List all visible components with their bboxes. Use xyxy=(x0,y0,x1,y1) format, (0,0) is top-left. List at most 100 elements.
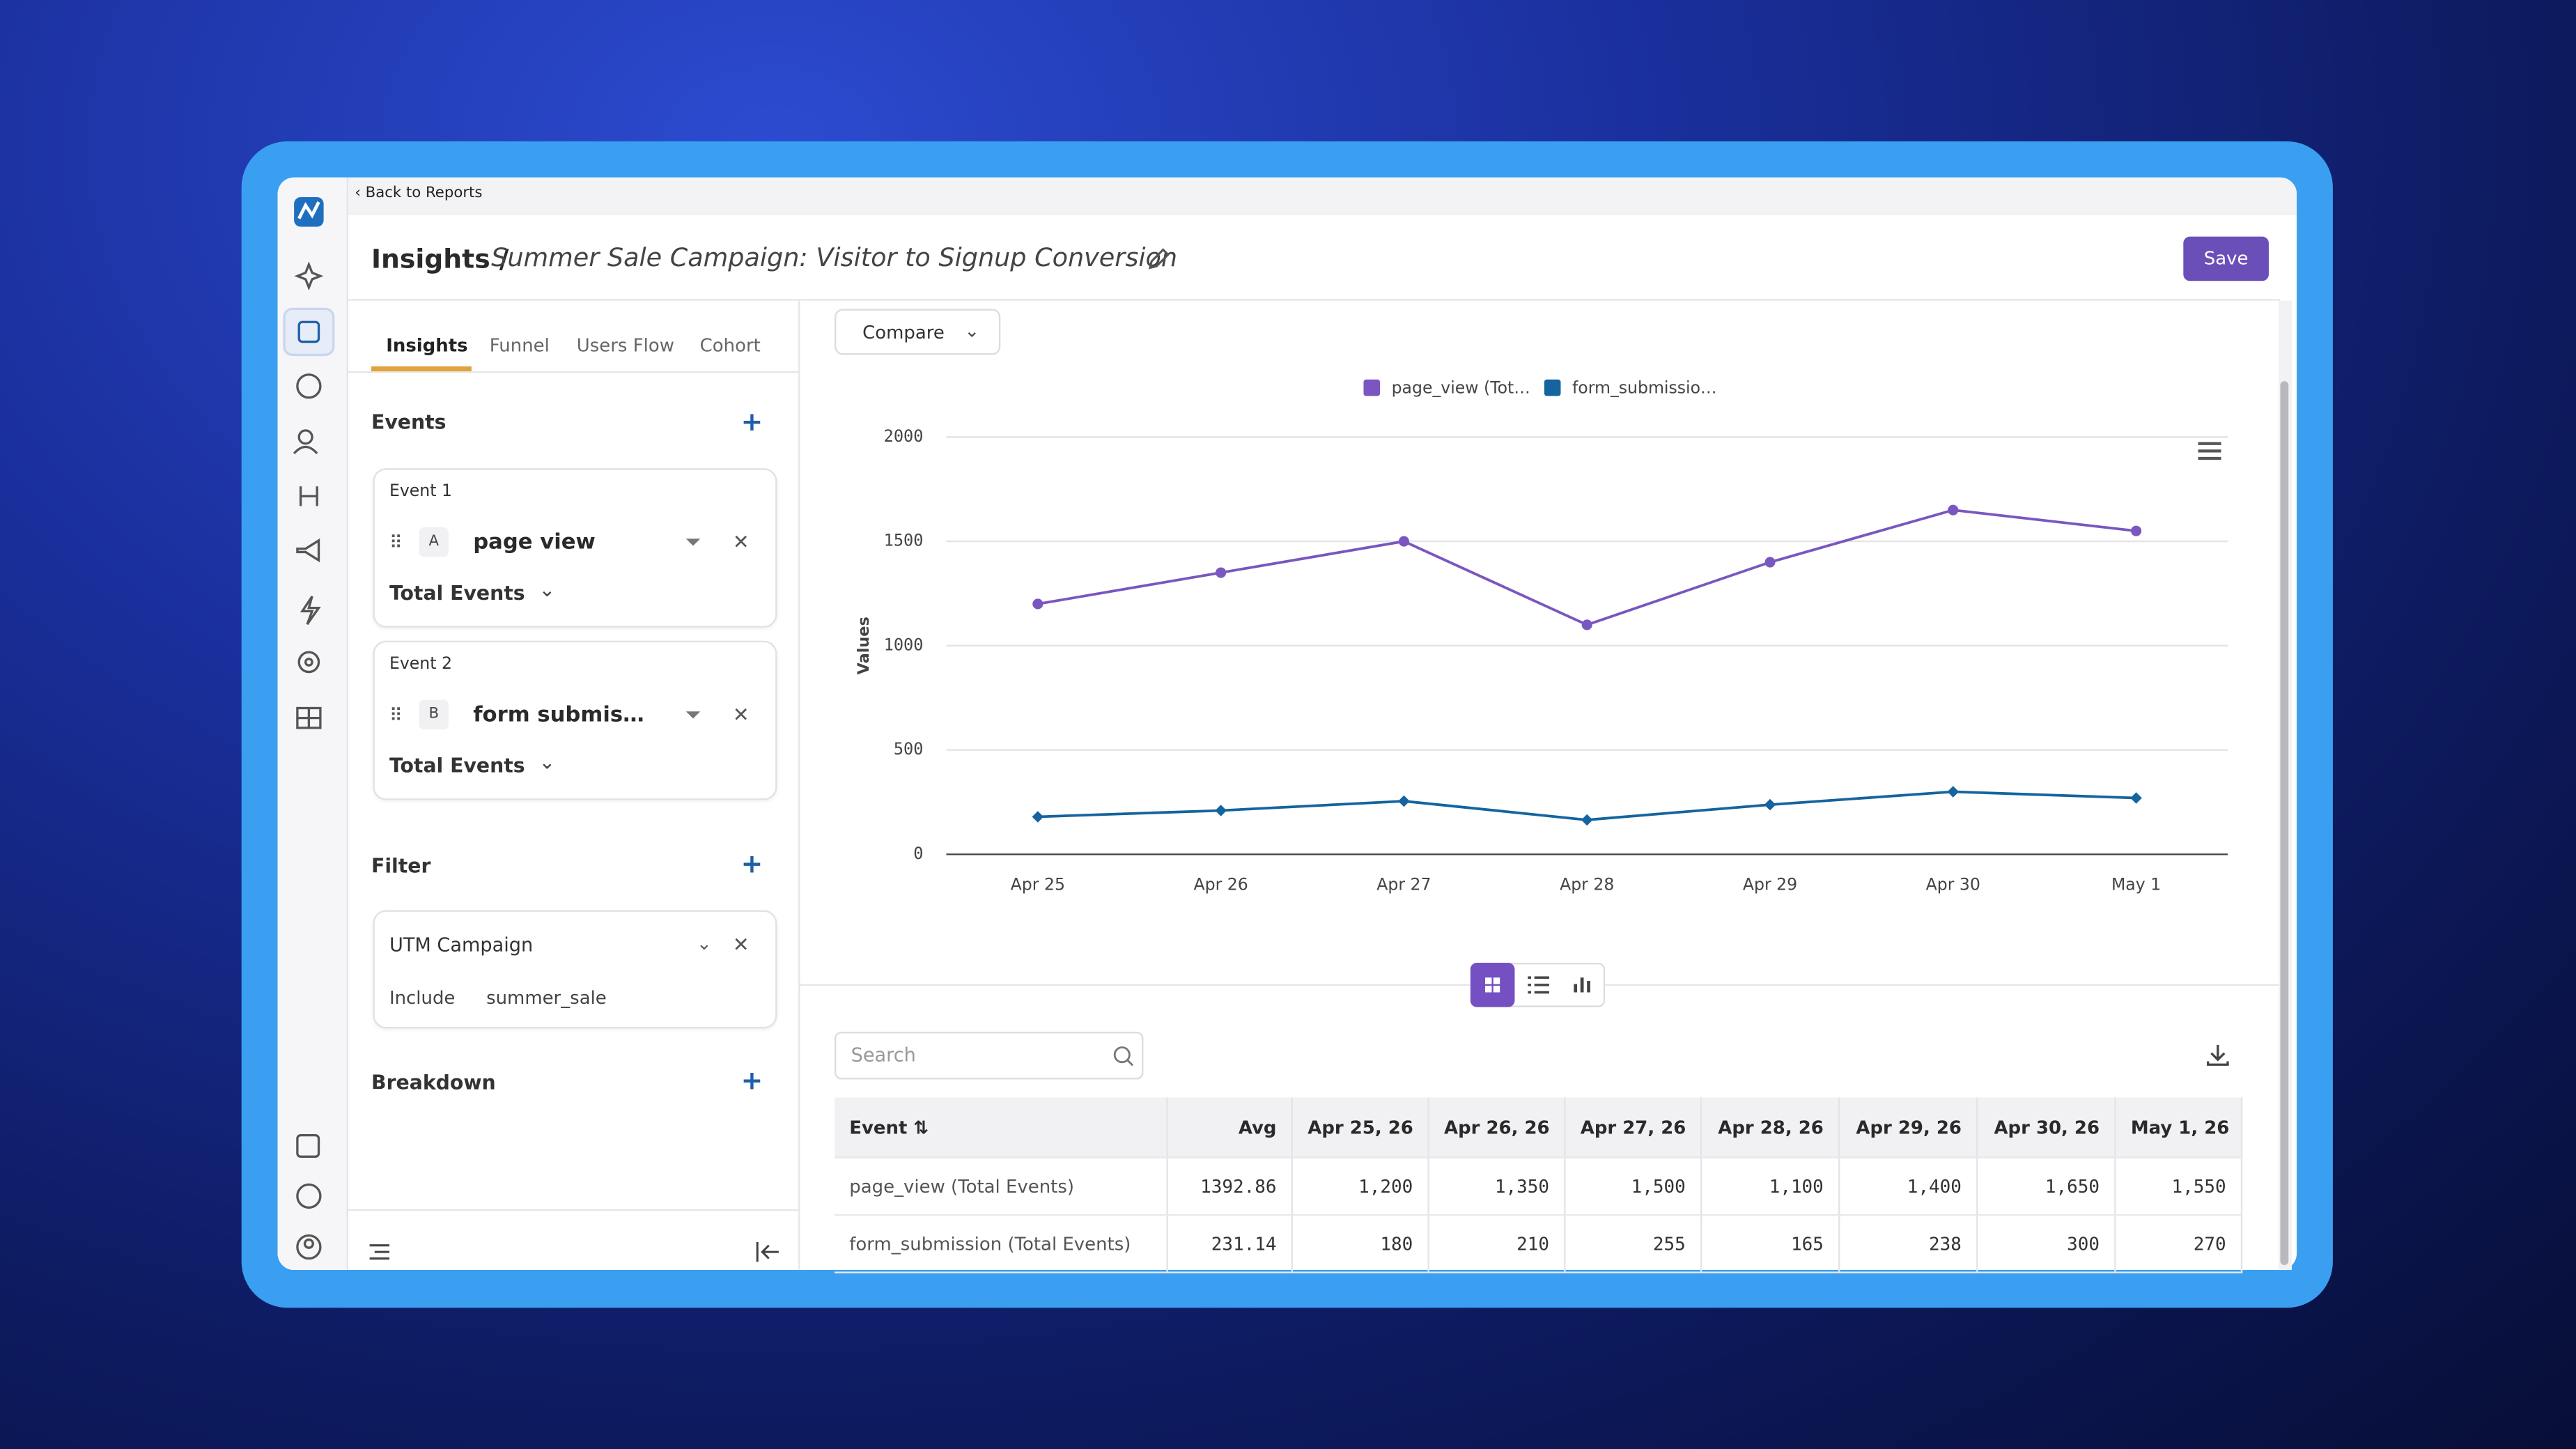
active-tab-underline xyxy=(371,366,472,371)
report-name[interactable]: Summer Sale Campaign: Visitor to Signup … xyxy=(491,243,1178,273)
event-name[interactable]: form submis… xyxy=(473,703,644,728)
sidebar xyxy=(277,177,348,1271)
profile-icon[interactable] xyxy=(296,1234,322,1260)
table-cell: form_submission (Total Events) xyxy=(835,1216,1168,1273)
breakdown-heading: Breakdown xyxy=(371,1071,496,1094)
search-box[interactable] xyxy=(835,1032,1144,1080)
event-filter-icon[interactable]: ⏷ xyxy=(685,703,701,727)
actions-icon[interactable] xyxy=(300,596,321,626)
add-event[interactable]: + xyxy=(740,405,763,437)
table-cell: 1,100 xyxy=(1702,1158,1840,1216)
table-cell: 1,200 xyxy=(1293,1158,1429,1216)
table-header-cell[interactable]: Apr 26, 26 xyxy=(1429,1097,1566,1159)
event-measure[interactable]: Total Events xyxy=(389,754,525,777)
table-cell: 210 xyxy=(1429,1216,1566,1273)
filter-property[interactable]: UTM Campaign xyxy=(389,933,534,956)
scrollbar[interactable] xyxy=(2280,381,2289,1265)
remove-event[interactable]: ✕ xyxy=(732,530,750,554)
chart-view[interactable] xyxy=(1574,977,1590,993)
add-breakdown[interactable]: + xyxy=(740,1064,763,1097)
add-filter[interactable]: + xyxy=(740,847,763,879)
drag-handle[interactable]: ⠿ xyxy=(389,704,403,727)
search-icon xyxy=(1113,1046,1134,1067)
compare-button[interactable] xyxy=(835,309,1001,355)
y-tick-label: 2000 xyxy=(884,426,924,446)
data-point xyxy=(1947,786,1960,798)
data-point xyxy=(2131,525,2142,536)
header-divider xyxy=(348,299,2281,301)
event-label: Event 2 xyxy=(389,656,453,674)
back-link[interactable]: ‹ Back to Reports xyxy=(355,185,483,203)
table-header-cell[interactable]: Apr 28, 26 xyxy=(1702,1097,1840,1159)
table-header-cell[interactable]: Apr 30, 26 xyxy=(1978,1097,2116,1159)
ai-icon[interactable] xyxy=(294,261,324,291)
table-header-cell[interactable]: Apr 27, 26 xyxy=(1565,1097,1702,1159)
external-icon[interactable] xyxy=(296,1134,320,1158)
y-tick-label: 1500 xyxy=(884,531,924,550)
x-tick-label: Apr 27 xyxy=(1376,875,1431,894)
tab-divider xyxy=(348,371,799,373)
revenue-icon[interactable] xyxy=(296,373,322,399)
campaign-icon[interactable] xyxy=(296,538,320,563)
filter-card xyxy=(373,910,777,1029)
back-link-text[interactable]: Back to Reports xyxy=(365,185,483,203)
tab[interactable]: Cohort xyxy=(699,335,761,357)
events-heading: Events xyxy=(371,410,447,434)
x-tick-label: Apr 28 xyxy=(1560,875,1614,894)
help-icon[interactable] xyxy=(296,1183,322,1209)
event-filter-icon[interactable]: ⏷ xyxy=(685,530,701,554)
compare-label[interactable]: Compare xyxy=(862,322,945,343)
series-line xyxy=(1037,509,2136,626)
list-view[interactable] xyxy=(1528,976,1549,994)
event-measure[interactable]: Total Events xyxy=(389,581,525,605)
table-header-cell[interactable]: Apr 25, 26 xyxy=(1293,1097,1429,1159)
grid-view[interactable] xyxy=(1470,963,1515,1007)
data-point xyxy=(1764,557,1776,568)
legend-swatch xyxy=(1363,379,1381,396)
data-point xyxy=(2130,792,2142,804)
data-point xyxy=(1764,798,1776,811)
remove-event[interactable]: ✕ xyxy=(732,703,750,727)
table-header-cell[interactable]: Apr 29, 26 xyxy=(1840,1097,1978,1159)
y-tick-label: 500 xyxy=(894,739,924,759)
drag-handle[interactable]: ⠿ xyxy=(389,532,403,554)
data-point xyxy=(1581,814,1593,826)
collapse-all[interactable] xyxy=(369,1244,389,1260)
filter-dropdown[interactable]: ⌄ xyxy=(696,933,712,955)
collapse-panel[interactable] xyxy=(756,1241,779,1262)
tab[interactable]: Funnel xyxy=(489,335,550,357)
legend-label[interactable]: form_submissio… xyxy=(1572,378,1717,397)
table-cell: 231.14 xyxy=(1167,1216,1294,1273)
sort-icon[interactable]: ⇅ xyxy=(907,1117,929,1139)
table-header-cell[interactable]: Avg xyxy=(1167,1097,1294,1159)
data-point xyxy=(1215,805,1227,816)
chart-menu[interactable] xyxy=(2198,442,2221,460)
event-name[interactable]: page view xyxy=(473,530,596,556)
compare-caret[interactable]: ⌄ xyxy=(964,320,980,342)
legend-label[interactable]: page_view (Tot… xyxy=(1392,378,1530,397)
flow-icon[interactable] xyxy=(299,486,318,506)
table-header-cell[interactable]: Event ⇅ xyxy=(835,1097,1168,1159)
remove-filter[interactable]: ✕ xyxy=(732,933,750,956)
download-icon[interactable] xyxy=(2205,1041,2231,1068)
table-cell: 238 xyxy=(1840,1216,1978,1273)
data-point xyxy=(1398,795,1410,807)
table-header-cell[interactable]: May 1, 26 xyxy=(2116,1097,2243,1159)
table-cell: 1,350 xyxy=(1429,1158,1566,1216)
table-cell: page_view (Total Events) xyxy=(835,1158,1168,1216)
measure-caret[interactable]: ⌄ xyxy=(538,578,556,602)
table-cell: 1,650 xyxy=(1978,1158,2116,1216)
filter-operator[interactable]: Include xyxy=(389,987,456,1009)
users-icon[interactable] xyxy=(297,429,313,445)
save-button[interactable]: Save xyxy=(2183,236,2269,281)
tab[interactable]: Users Flow xyxy=(576,335,674,357)
measure-caret[interactable]: ⌄ xyxy=(538,750,556,774)
tab[interactable]: Insights xyxy=(386,335,468,357)
edit-icon[interactable] xyxy=(1145,247,1172,273)
filter-value[interactable]: summer_sale xyxy=(486,987,607,1009)
reports-icon-active[interactable] xyxy=(283,307,335,357)
search-placeholder[interactable]: Search xyxy=(851,1043,916,1067)
settings-icon[interactable] xyxy=(297,651,320,674)
data-point xyxy=(1948,504,1959,516)
